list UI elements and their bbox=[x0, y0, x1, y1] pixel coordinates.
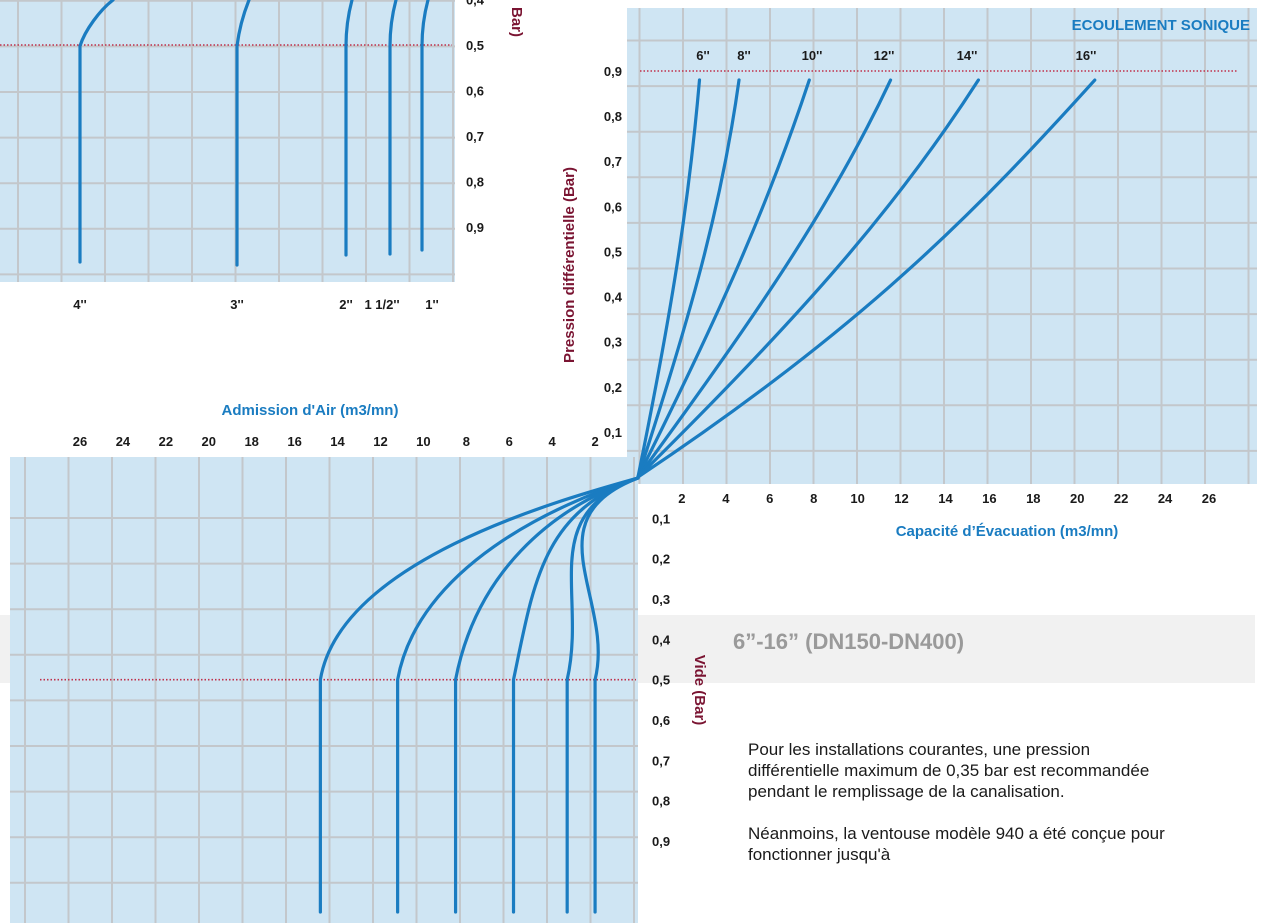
y-tick-label: 0,8 bbox=[466, 175, 484, 190]
x-tick-label: 16 bbox=[982, 491, 996, 506]
x-tick-label: 26 bbox=[73, 434, 87, 449]
intake-curve-3 bbox=[511, 476, 640, 914]
x-tick-label: 14 bbox=[330, 434, 345, 449]
x-tick-label: 22 bbox=[159, 434, 173, 449]
discharge-curve-3 bbox=[636, 78, 893, 479]
x-tick-label: 10 bbox=[416, 434, 430, 449]
x-tick-label: 18 bbox=[1026, 491, 1040, 506]
size-label: 1 1/2'' bbox=[364, 297, 399, 312]
discharge-curve-0 bbox=[636, 78, 702, 479]
y-tick-label: 0,7 bbox=[604, 154, 622, 169]
note-paragraph-1: Pour les installations courantes, une pr… bbox=[748, 740, 1150, 801]
y-tick-label: 0,5 bbox=[604, 244, 622, 259]
size-label: 3'' bbox=[230, 297, 243, 312]
y-tick-label: 0,2 bbox=[652, 552, 670, 567]
intake-curve-0 bbox=[318, 476, 640, 914]
intake-curve-2 bbox=[453, 476, 640, 914]
y-axis-label: Vide (Bar) bbox=[691, 655, 708, 726]
y-tick-label: 0,7 bbox=[652, 753, 670, 768]
y-tick-label: 0,1 bbox=[604, 425, 622, 440]
y-tick-label: 0,3 bbox=[652, 592, 670, 607]
y-tick-label: 0,2 bbox=[604, 380, 622, 395]
model-range-label: 6”-16” (DN150-DN400) bbox=[733, 629, 965, 654]
x-tick-label: 6 bbox=[506, 434, 513, 449]
y-tick-label: 0,5 bbox=[652, 673, 670, 688]
x-tick-label: 26 bbox=[1202, 491, 1216, 506]
x-tick-label: 12 bbox=[894, 491, 908, 506]
series-label: 14'' bbox=[957, 48, 978, 63]
y-tick-label: 0,7 bbox=[466, 129, 484, 144]
x-tick-label: 20 bbox=[202, 434, 216, 449]
note-paragraph-2: Néanmoins, la ventouse modèle 940 a été … bbox=[748, 824, 1165, 864]
x-tick-label: 2 bbox=[678, 491, 685, 506]
size-curve-0 bbox=[78, 0, 115, 264]
y-tick-label: 0,4 bbox=[604, 290, 623, 305]
x-tick-label: 6 bbox=[766, 491, 773, 506]
x-tick-label: 16 bbox=[287, 434, 301, 449]
y-tick-label: 0,6 bbox=[466, 84, 484, 99]
size-curve-3 bbox=[388, 0, 398, 256]
discharge-curve-1 bbox=[636, 78, 741, 479]
size-label: 1'' bbox=[425, 297, 438, 312]
grid-top-left bbox=[0, 0, 455, 282]
y-tick-label: 0,9 bbox=[604, 64, 622, 79]
x-tick-label: 4 bbox=[722, 491, 730, 506]
x-tick-label: 8 bbox=[810, 491, 817, 506]
discharge-curve-2 bbox=[636, 78, 811, 479]
y-tick-label: 0,6 bbox=[652, 713, 670, 728]
x-tick-label: 24 bbox=[1158, 491, 1173, 506]
x-tick-label: 2 bbox=[591, 434, 598, 449]
x-tick-label: 14 bbox=[938, 491, 953, 506]
series-label: 12'' bbox=[874, 48, 895, 63]
y-tick-label: 0,3 bbox=[604, 335, 622, 350]
x-tick-label: 12 bbox=[373, 434, 387, 449]
y-tick-label: 0,9 bbox=[652, 834, 670, 849]
series-label: 6'' bbox=[696, 48, 709, 63]
x-tick-label: 20 bbox=[1070, 491, 1084, 506]
intake-curve-1 bbox=[396, 476, 640, 914]
y-tick-label: 0,8 bbox=[652, 794, 670, 809]
discharge-curve-4 bbox=[636, 78, 981, 479]
y-axis-label: Bar) bbox=[508, 7, 525, 37]
size-curve-1 bbox=[235, 0, 251, 267]
size-curve-4 bbox=[420, 0, 430, 252]
y-axis-label: Pression différentielle (Bar) bbox=[561, 167, 578, 363]
series-label: 10'' bbox=[802, 48, 823, 63]
series-label: 8'' bbox=[737, 48, 750, 63]
y-tick-label: 0,8 bbox=[604, 109, 622, 124]
x-axis-label: Capacité d’Évacuation (m3/mn) bbox=[896, 523, 1119, 540]
intake-curve-5 bbox=[580, 476, 640, 914]
x-axis-label: Admission d'Air (m3/mn) bbox=[222, 402, 399, 419]
grid-intake bbox=[10, 457, 638, 923]
x-tick-label: 10 bbox=[850, 491, 864, 506]
y-tick-label: 0,4 bbox=[652, 632, 671, 647]
size-curve-2 bbox=[344, 0, 354, 257]
x-tick-label: 18 bbox=[244, 434, 258, 449]
panel-top-left bbox=[0, 0, 455, 282]
discharge-curve-5 bbox=[636, 78, 1097, 479]
x-tick-label: 8 bbox=[463, 434, 470, 449]
y-tick-label: 0,9 bbox=[466, 220, 484, 235]
y-tick-label: 0,4 bbox=[466, 0, 485, 8]
x-tick-label: 24 bbox=[116, 434, 131, 449]
x-tick-label: 22 bbox=[1114, 491, 1128, 506]
series-label: 16'' bbox=[1076, 48, 1097, 63]
y-tick-label: 0,1 bbox=[652, 511, 670, 526]
x-tick-label: 4 bbox=[549, 434, 557, 449]
size-label: 4'' bbox=[73, 297, 86, 312]
panel-intake bbox=[10, 457, 638, 923]
size-label: 2'' bbox=[339, 297, 352, 312]
y-tick-label: 0,5 bbox=[466, 38, 484, 53]
y-tick-label: 0,6 bbox=[604, 199, 622, 214]
chart-title: ECOULEMENT SONIQUE bbox=[1072, 17, 1250, 34]
